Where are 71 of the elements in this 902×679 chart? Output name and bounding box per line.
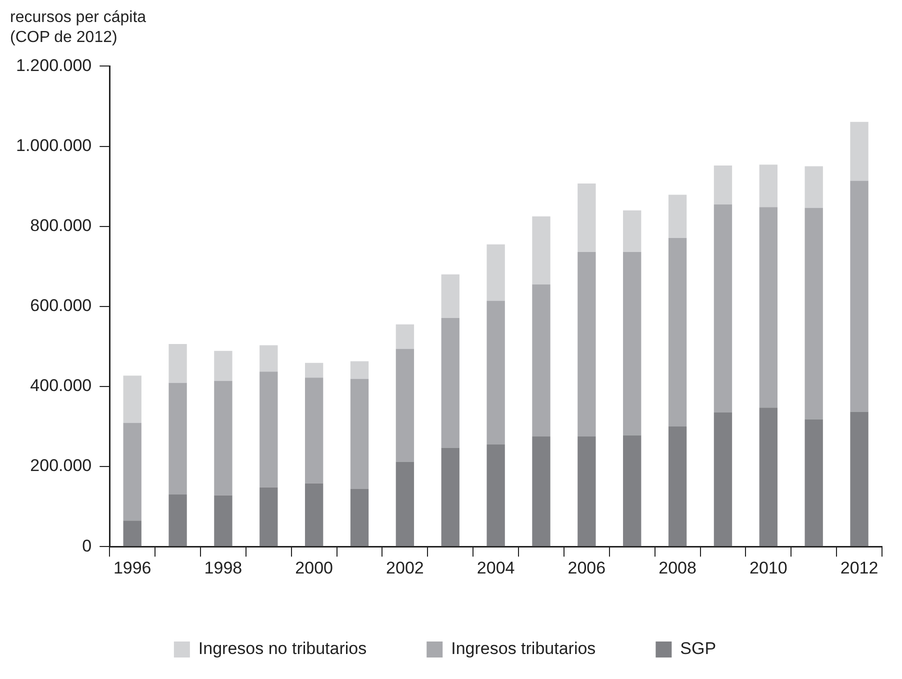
bar (532, 284, 550, 437)
bar (850, 180, 868, 412)
y-tick-label: 1.000.000 (16, 136, 92, 155)
bar (260, 372, 278, 488)
bar (486, 244, 505, 301)
bar (350, 378, 369, 489)
bar (214, 350, 232, 381)
legend-label: Ingresos tributarios (451, 639, 596, 658)
x-tick-label: 2006 (568, 558, 606, 578)
bar (396, 348, 414, 462)
bar (759, 408, 778, 546)
bar (668, 194, 687, 238)
bar (304, 378, 324, 484)
bar (123, 422, 142, 521)
x-tick-label: 2010 (750, 558, 788, 578)
x-tick-label: 1996 (113, 558, 152, 578)
y-tick-label: 400.000 (30, 376, 92, 396)
bar (304, 483, 324, 546)
bar (532, 436, 550, 546)
bar (578, 252, 596, 437)
bar (532, 216, 550, 284)
bar (578, 436, 596, 546)
x-tick-label: 2004 (476, 558, 515, 578)
bar (304, 362, 324, 378)
bar (123, 520, 142, 546)
bar (804, 419, 823, 546)
bar (260, 345, 278, 372)
bar (350, 361, 369, 379)
bar (850, 412, 868, 546)
legend-label: SGP (680, 639, 716, 658)
bar (486, 300, 505, 445)
bar (714, 165, 732, 204)
bar (623, 252, 642, 436)
bar (804, 208, 823, 420)
bar (714, 412, 732, 546)
x-tick-label: 2000 (295, 558, 333, 578)
bar (396, 462, 414, 546)
bar (260, 487, 278, 546)
bar (123, 376, 142, 423)
bar (350, 488, 369, 546)
y-tick-label: 600.000 (30, 296, 92, 316)
y-tick-label: 0 (82, 536, 92, 556)
bar (668, 426, 687, 546)
bar (214, 380, 232, 496)
bar (214, 495, 232, 546)
bar (759, 207, 778, 408)
bar (168, 344, 187, 383)
bar (486, 444, 505, 546)
x-tick-label: 2008 (658, 558, 696, 578)
x-tick-label: 1998 (204, 558, 242, 578)
bar (668, 238, 687, 426)
bar (850, 122, 868, 181)
y-tick-label: 1.200.000 (16, 56, 92, 75)
bar (396, 324, 414, 349)
bar (168, 494, 187, 546)
y-tick-label: 800.000 (30, 216, 92, 236)
bar (623, 210, 642, 252)
y-axis-title: recursos per cápita (COP de 2012) (10, 8, 148, 48)
bar (714, 204, 732, 412)
bar (578, 184, 596, 252)
legend-label: Ingresos no tributarios (198, 639, 367, 658)
bar (168, 382, 187, 495)
bar (759, 164, 778, 208)
bar (804, 166, 823, 208)
y-tick-label: 200.000 (30, 456, 92, 476)
bar (623, 435, 642, 546)
x-tick-label: 2002 (386, 558, 424, 578)
bar (441, 448, 460, 546)
bar (441, 318, 460, 448)
x-tick-label: 2012 (840, 558, 878, 578)
bar (441, 274, 460, 318)
